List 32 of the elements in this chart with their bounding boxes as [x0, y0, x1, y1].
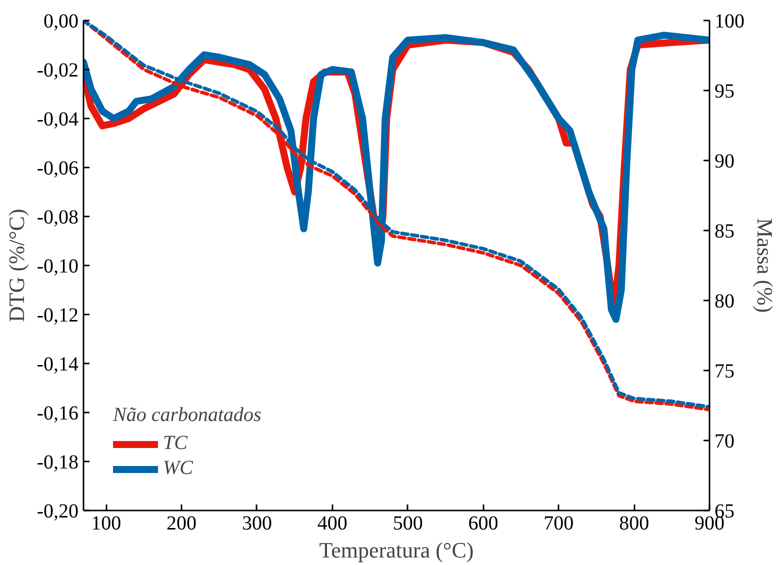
y-tick-label: -0,18: [36, 452, 79, 474]
y2-axis-title: Massa (%): [752, 218, 778, 313]
y2-tick-label: 95: [714, 80, 734, 102]
y-tick-label: -0,10: [36, 256, 79, 278]
y2-tick-label: 85: [714, 220, 734, 242]
x-tick-label: 300: [242, 512, 272, 534]
x-tick-label: 500: [392, 512, 423, 534]
y-tick-label: -0,04: [36, 108, 79, 130]
y-tick-label: 0,00: [44, 10, 78, 32]
legend-label: WC: [163, 457, 193, 480]
x-tick-label: 200: [166, 512, 197, 534]
y-tick-label: -0,20: [36, 500, 79, 522]
y2-tick-label: 75: [714, 360, 734, 382]
y2-tick-label: 80: [714, 290, 734, 312]
y-tick-label: -0,02: [36, 60, 79, 82]
x-tick-label: 100: [91, 512, 122, 534]
y-tick-label: -0,16: [36, 402, 79, 424]
y2-tick-label: 70: [714, 430, 734, 452]
x-tick-label: 800: [619, 512, 650, 534]
x-tick-label: 700: [544, 512, 574, 534]
x-tick-label: 400: [317, 512, 348, 534]
y-tick-label: -0,06: [36, 158, 79, 180]
y-axis-title: DTG (%/°C): [4, 208, 29, 322]
y-tick-label: -0,14: [36, 354, 79, 376]
y2-tick-label: 90: [714, 150, 734, 172]
x-tick-label: 600: [468, 512, 498, 534]
y2-tick-label: 100: [714, 10, 744, 32]
y-tick-label: -0,08: [36, 206, 79, 228]
y-tick-label: -0,12: [36, 304, 79, 326]
x-axis-title: Temperatura (°C): [319, 538, 474, 562]
legend-label: TC: [163, 432, 188, 455]
legend-title: Não carbonatados: [113, 404, 262, 427]
